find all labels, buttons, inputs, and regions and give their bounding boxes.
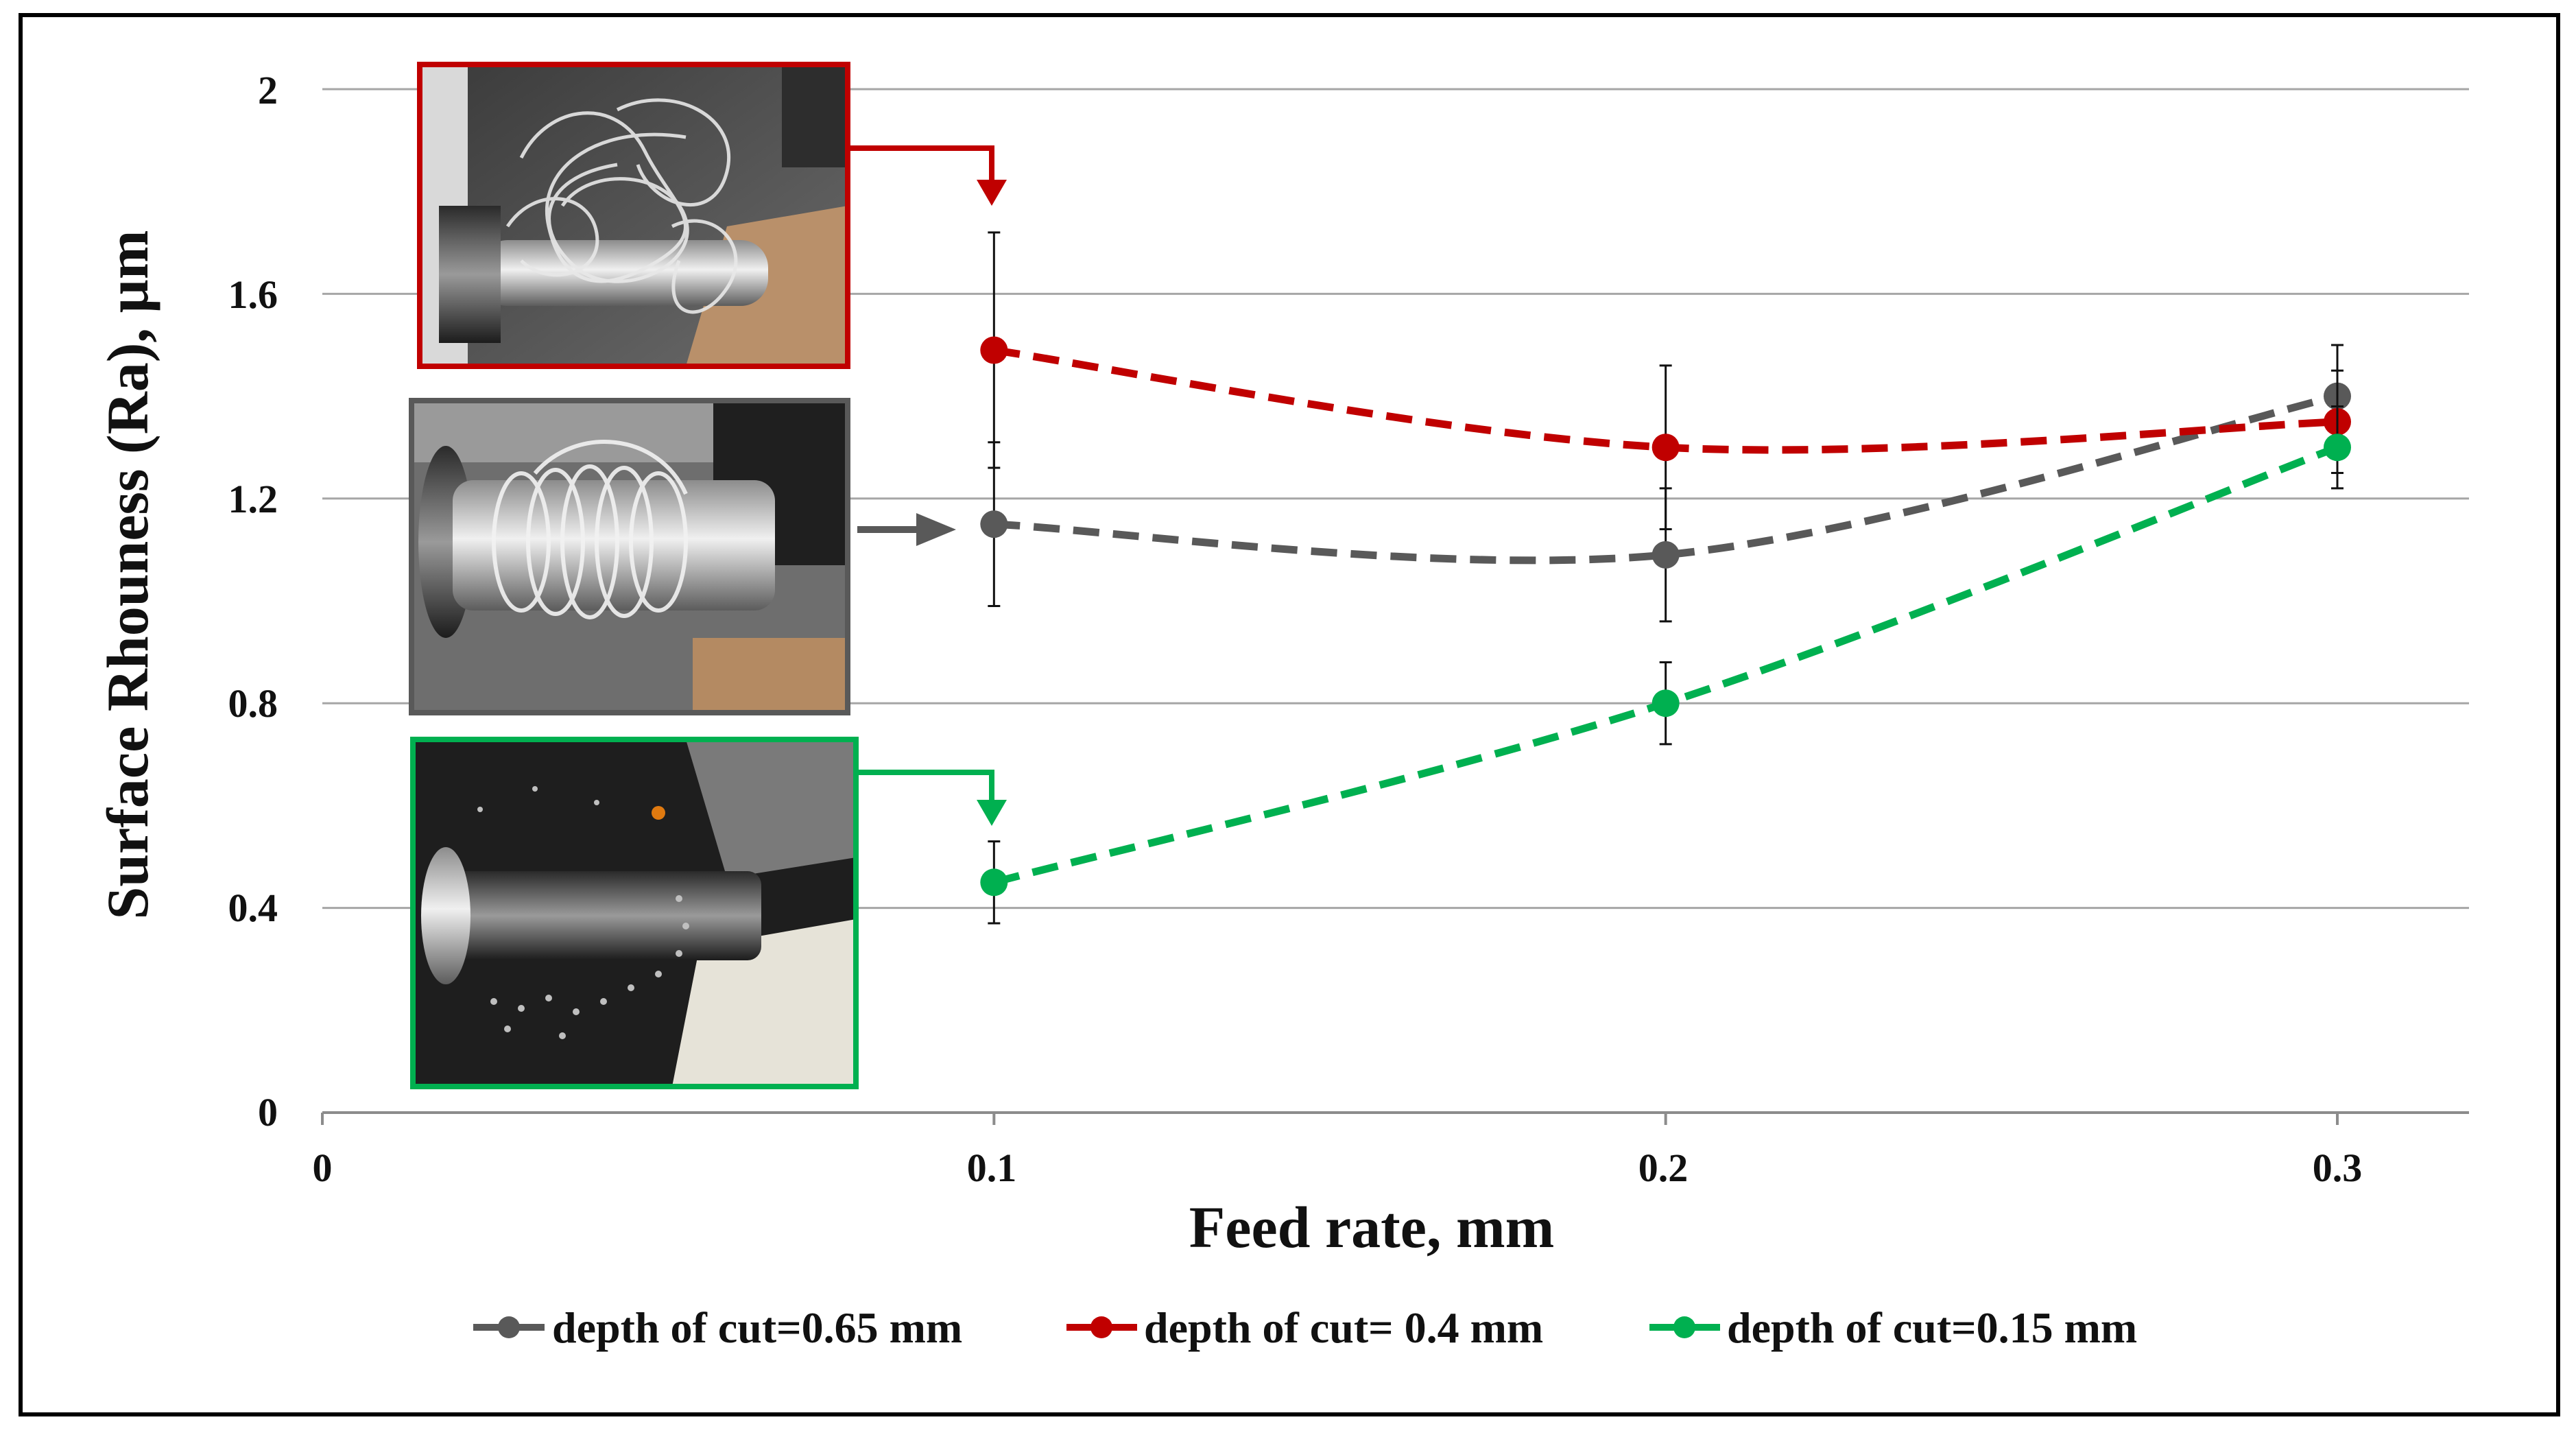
series-2 bbox=[980, 405, 2351, 925]
x-tick-label: 0.2 bbox=[1638, 1146, 1689, 1190]
photo-inset-short-chips bbox=[410, 737, 859, 1089]
data-point bbox=[980, 868, 1008, 897]
x-tick-label: 0 bbox=[313, 1146, 333, 1190]
y-tick-labels: 0 0.4 0.8 1.2 1.6 2 bbox=[228, 68, 278, 1135]
x-tick-marks bbox=[321, 1113, 2339, 1125]
legend-item-series-2: depth of cut=0.15 mm bbox=[1649, 1303, 2137, 1352]
legend-label: depth of cut=0.15 mm bbox=[1727, 1303, 2137, 1352]
data-point bbox=[980, 510, 1008, 538]
photo-inset-tangled-chips bbox=[417, 62, 850, 369]
legend-item-series-0: depth of cut=0.65 mm bbox=[473, 1303, 962, 1352]
callout-arrow-red bbox=[848, 145, 1007, 206]
data-point bbox=[1651, 541, 1680, 569]
data-point bbox=[980, 336, 1008, 364]
series-line bbox=[994, 392, 2339, 565]
legend-item-series-1: depth of cut= 0.4 mm bbox=[1066, 1303, 1543, 1352]
y-axis-title: Surface Rhouness (Ra), µm bbox=[95, 230, 160, 919]
x-tick-label: 0.1 bbox=[967, 1146, 1017, 1190]
legend-label: depth of cut= 0.4 mm bbox=[1144, 1303, 1543, 1352]
y-tick-label: 0.8 bbox=[228, 681, 278, 726]
y-tick-label: 1.6 bbox=[228, 272, 278, 317]
y-tick-label: 0.4 bbox=[228, 886, 278, 930]
legend: depth of cut=0.65 mm depth of cut= 0.4 m… bbox=[473, 1303, 2137, 1352]
data-point bbox=[1651, 689, 1680, 718]
photo-frame-green bbox=[410, 737, 859, 1089]
photo-inset-coiled-chips bbox=[409, 398, 850, 715]
callout-arrow-grey bbox=[857, 513, 956, 546]
x-tick-label: 0.3 bbox=[2313, 1146, 2363, 1190]
callout-arrow-green bbox=[856, 770, 1007, 826]
data-point bbox=[2324, 434, 2351, 462]
y-tick-label: 1.2 bbox=[228, 477, 278, 521]
photo-frame-red bbox=[417, 62, 850, 369]
y-tick-label: 2 bbox=[258, 68, 278, 112]
data-point bbox=[1651, 434, 1680, 462]
legend-label: depth of cut=0.65 mm bbox=[552, 1303, 962, 1352]
y-tick-label: 0 bbox=[258, 1090, 278, 1135]
series-layer bbox=[980, 231, 2351, 925]
photo-frame-grey bbox=[409, 398, 850, 715]
x-axis-title: Feed rate, mm bbox=[1189, 1194, 1554, 1260]
x-tick-labels: 0 0.1 0.2 0.3 bbox=[313, 1146, 2363, 1190]
